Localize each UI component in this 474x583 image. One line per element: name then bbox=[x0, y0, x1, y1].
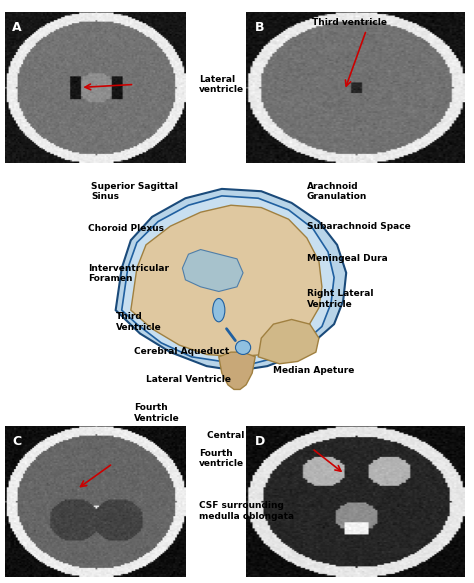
Text: Fourth
Ventricle: Fourth Ventricle bbox=[134, 403, 180, 423]
Polygon shape bbox=[122, 196, 334, 364]
Ellipse shape bbox=[213, 298, 225, 322]
Text: Lateral
ventricle: Lateral ventricle bbox=[199, 75, 245, 94]
Text: Cerebral Aqueduct: Cerebral Aqueduct bbox=[134, 347, 229, 356]
Text: D: D bbox=[255, 435, 265, 448]
Text: CSF surrounding
medulla oblongata: CSF surrounding medulla oblongata bbox=[199, 501, 294, 521]
Text: Fourth
ventricle: Fourth ventricle bbox=[199, 449, 244, 468]
Text: B: B bbox=[255, 21, 264, 34]
Text: Choroid Plexus: Choroid Plexus bbox=[88, 224, 164, 233]
Text: Lateral Ventricle: Lateral Ventricle bbox=[146, 375, 231, 384]
Text: Arachnoid
Granulation: Arachnoid Granulation bbox=[307, 182, 367, 201]
Polygon shape bbox=[219, 352, 255, 389]
Text: A: A bbox=[12, 21, 22, 34]
FancyArrowPatch shape bbox=[227, 329, 236, 340]
Text: Meningeal Dura: Meningeal Dura bbox=[307, 254, 388, 263]
Polygon shape bbox=[131, 205, 322, 357]
Text: Subarachnoid Space: Subarachnoid Space bbox=[307, 222, 410, 230]
Text: C: C bbox=[12, 435, 21, 448]
Text: Right Lateral
Ventricle: Right Lateral Ventricle bbox=[307, 289, 373, 308]
Text: Median Apeture: Median Apeture bbox=[273, 366, 355, 375]
Text: Superior Sagittal
Sinus: Superior Sagittal Sinus bbox=[91, 182, 178, 201]
Text: Central Canal: Central Canal bbox=[207, 431, 276, 440]
Ellipse shape bbox=[236, 340, 251, 354]
Polygon shape bbox=[182, 250, 243, 292]
Text: Interventricular
Foramen: Interventricular Foramen bbox=[88, 264, 169, 283]
Text: Third
Ventricle: Third Ventricle bbox=[116, 312, 162, 332]
Polygon shape bbox=[116, 189, 346, 371]
Polygon shape bbox=[258, 319, 319, 364]
Text: Third ventricle: Third ventricle bbox=[312, 17, 387, 27]
